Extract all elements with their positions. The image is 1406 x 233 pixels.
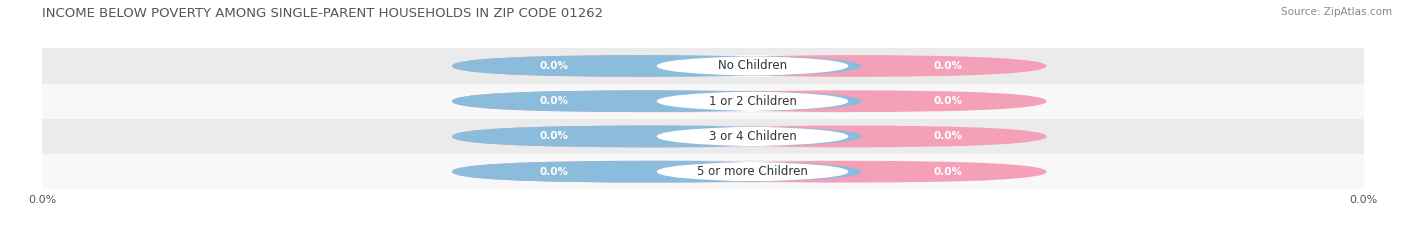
Text: 0.0%: 0.0% — [934, 131, 962, 141]
FancyBboxPatch shape — [451, 55, 1046, 77]
Text: 0.0%: 0.0% — [540, 61, 569, 71]
Text: 0.0%: 0.0% — [540, 167, 569, 177]
Bar — [42, 84, 1364, 119]
Text: Source: ZipAtlas.com: Source: ZipAtlas.com — [1281, 7, 1392, 17]
Text: 5 or more Children: 5 or more Children — [697, 165, 808, 178]
Text: 0.0%: 0.0% — [934, 61, 962, 71]
Text: No Children: No Children — [718, 59, 787, 72]
Bar — [42, 154, 1364, 189]
FancyBboxPatch shape — [644, 55, 862, 77]
Text: 0.0%: 0.0% — [540, 96, 569, 106]
FancyBboxPatch shape — [451, 90, 862, 112]
Text: 3 or 4 Children: 3 or 4 Children — [709, 130, 796, 143]
Text: 0.0%: 0.0% — [934, 167, 962, 177]
FancyBboxPatch shape — [644, 90, 862, 112]
FancyBboxPatch shape — [451, 55, 862, 77]
FancyBboxPatch shape — [451, 90, 1046, 112]
Text: INCOME BELOW POVERTY AMONG SINGLE-PARENT HOUSEHOLDS IN ZIP CODE 01262: INCOME BELOW POVERTY AMONG SINGLE-PARENT… — [42, 7, 603, 20]
FancyBboxPatch shape — [644, 126, 862, 147]
Text: 0.0%: 0.0% — [540, 131, 569, 141]
FancyBboxPatch shape — [451, 161, 862, 183]
Bar — [42, 48, 1364, 84]
FancyBboxPatch shape — [451, 126, 862, 147]
FancyBboxPatch shape — [451, 161, 1046, 183]
Text: 0.0%: 0.0% — [934, 96, 962, 106]
FancyBboxPatch shape — [451, 126, 1046, 147]
FancyBboxPatch shape — [644, 161, 862, 183]
Text: 1 or 2 Children: 1 or 2 Children — [709, 95, 796, 108]
Bar — [42, 119, 1364, 154]
